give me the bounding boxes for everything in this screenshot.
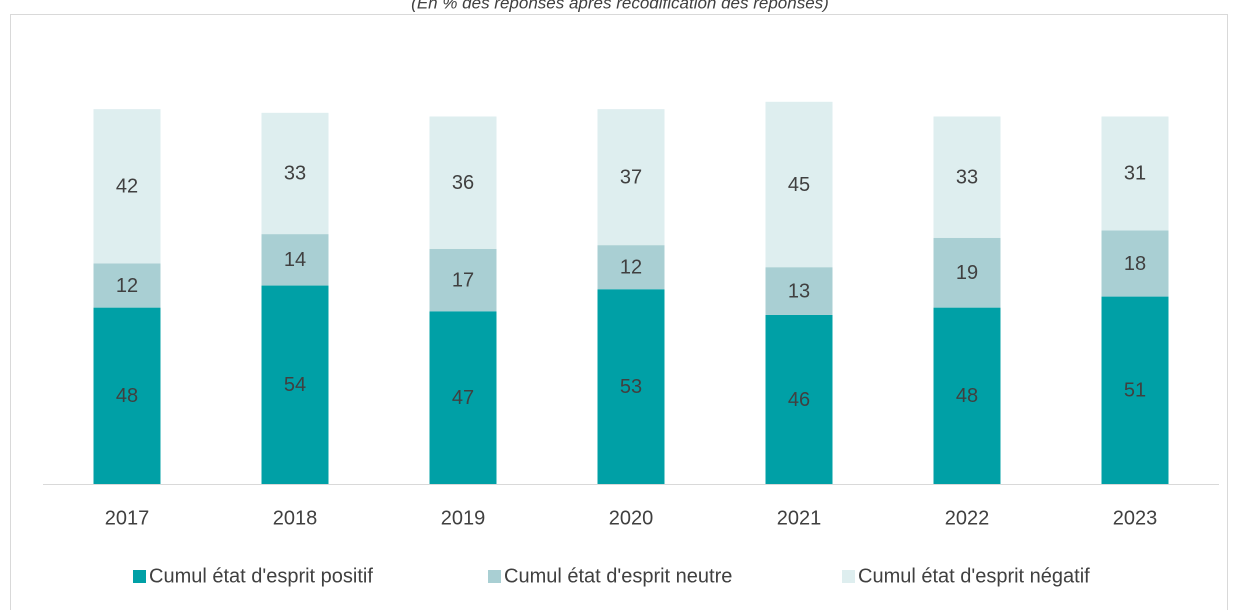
bar-segment: [93, 109, 161, 264]
bar-segment: [429, 311, 497, 484]
data-label: 31: [1124, 163, 1146, 185]
data-label: 19: [956, 262, 978, 284]
bar-segment: [261, 285, 329, 484]
bar-segment: [429, 116, 497, 249]
data-label: 12: [620, 256, 642, 278]
data-label: 13: [788, 280, 810, 302]
bar-segment: [597, 109, 665, 246]
data-label: 46: [788, 389, 810, 411]
x-tick-label: 2021: [777, 507, 822, 529]
bar-segment: [933, 307, 1001, 484]
bar-segment: [765, 314, 833, 484]
bar-segment: [1101, 296, 1169, 484]
data-label: 48: [116, 385, 138, 407]
x-tick-label: 2022: [945, 507, 990, 529]
data-label: 12: [116, 275, 138, 297]
legend-swatch: [133, 570, 146, 583]
data-label: 48: [956, 385, 978, 407]
bar-segment: [765, 101, 833, 268]
legend-label: Cumul état d'esprit négatif: [858, 565, 1090, 587]
bar-segment: [933, 237, 1001, 308]
data-label: 33: [284, 163, 306, 185]
data-label: 36: [452, 172, 474, 194]
bar-segment: [597, 289, 665, 484]
x-tick-label: 2018: [273, 507, 318, 529]
bar-segment: [765, 267, 833, 315]
bar-segment: [429, 248, 497, 312]
chart-subtitle: (En % des réponses après recodification …: [411, 0, 829, 12]
data-label: 53: [620, 376, 642, 398]
bar-segment: [597, 245, 665, 290]
bar-segment: [261, 234, 329, 286]
x-tick-label: 2017: [105, 507, 150, 529]
data-label: 51: [1124, 380, 1146, 402]
bar-segment: [261, 112, 329, 235]
x-tick-label: 2020: [609, 507, 654, 529]
legend-swatch: [488, 570, 501, 583]
legend-swatch: [842, 570, 855, 583]
legend-label: Cumul état d'esprit positif: [149, 565, 373, 587]
bar-segment: [1101, 116, 1169, 231]
bar-segment: [933, 116, 1001, 238]
legend-label: Cumul état d'esprit neutre: [504, 565, 732, 587]
data-label: 47: [452, 387, 474, 409]
data-label: 33: [956, 166, 978, 188]
data-label: 37: [620, 166, 642, 188]
data-label: 45: [788, 174, 810, 196]
bar-segment: [93, 263, 161, 308]
bar-segment: [1101, 230, 1169, 297]
x-tick-label: 2023: [1113, 507, 1158, 529]
data-label: 18: [1124, 253, 1146, 275]
data-label: 54: [284, 374, 306, 396]
data-label: 42: [116, 176, 138, 198]
data-label: 17: [452, 269, 474, 291]
x-tick-label: 2019: [441, 507, 486, 529]
data-label: 14: [284, 249, 306, 271]
bar-segment: [93, 307, 161, 484]
